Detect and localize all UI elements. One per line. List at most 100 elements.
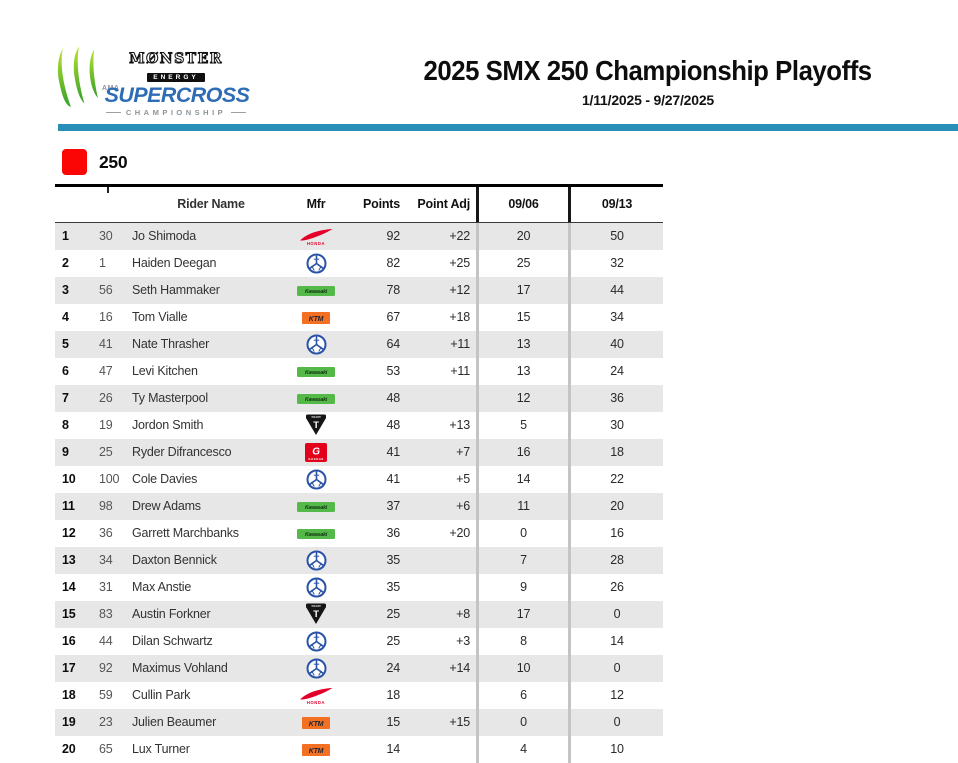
- table-row: 20 65 Lux Turner KTM 14 4 10: [55, 736, 663, 763]
- round2-points-cell: 32: [610, 256, 624, 270]
- header-point-adj: Point Adj: [417, 197, 470, 211]
- rider-name-cell: Daxton Bennick: [132, 553, 217, 567]
- yamaha-logo-icon: [306, 253, 326, 274]
- column-divider: [568, 655, 571, 682]
- table-row: 4 16 Tom Vialle KTM 67 +18 15 34: [55, 304, 663, 331]
- header-rider-name: Rider Name: [177, 197, 245, 211]
- round1-points-cell: 20: [516, 229, 531, 243]
- column-divider: [568, 358, 571, 385]
- column-divider: [476, 655, 479, 682]
- svg-text:Kawasaki: Kawasaki: [305, 370, 328, 376]
- round1-points-cell: 12: [516, 391, 531, 405]
- points-cell: 18: [386, 688, 400, 702]
- position-cell: 19: [62, 715, 76, 729]
- rider-name-cell: Jo Shimoda: [132, 229, 197, 243]
- column-divider: [476, 439, 479, 466]
- round2-points-cell: 26: [610, 580, 624, 594]
- mfr-cell: G GASGAS: [290, 439, 342, 466]
- header-mfr: Mfr: [306, 197, 326, 211]
- svg-text:TRIUMPH: TRIUMPH: [311, 416, 321, 419]
- svg-text:G: G: [312, 447, 320, 458]
- svg-text:GASGAS: GASGAS: [308, 457, 323, 461]
- rider-name-cell: Max Anstie: [132, 580, 192, 594]
- points-cell: 25: [386, 634, 400, 648]
- points-cell: 64: [386, 337, 400, 351]
- point-adj-cell: +12: [449, 283, 470, 297]
- rider-name-cell: Haiden Deegan: [132, 256, 217, 270]
- header-rider-number: [95, 187, 132, 222]
- rider-number-cell: 1: [99, 256, 106, 270]
- point-adj-cell: +13: [449, 418, 470, 432]
- mfr-cell: [290, 466, 342, 493]
- column-divider: [568, 574, 571, 601]
- yamaha-logo-icon: [306, 658, 326, 679]
- table-row: 15 83 Austin Forkner TRIUMPH T 25 +8 17 0: [55, 601, 663, 628]
- point-adj-cell: +5: [456, 472, 470, 486]
- position-cell: 7: [62, 391, 69, 405]
- round1-points-cell: 17: [516, 607, 531, 621]
- mfr-cell: HONDA: [290, 682, 342, 709]
- position-cell: 2: [62, 256, 69, 270]
- point-adj-cell: +15: [449, 715, 470, 729]
- rider-name-cell: Dilan Schwartz: [132, 634, 213, 648]
- mfr-cell: [290, 331, 342, 358]
- rider-name-cell: Seth Hammaker: [132, 283, 220, 297]
- svg-text:Kawasaki: Kawasaki: [305, 289, 328, 295]
- mfr-cell: [290, 547, 342, 574]
- svg-text:KTM: KTM: [309, 315, 324, 322]
- table-row: 2 1 Haiden Deegan 82 +25 25 32: [55, 250, 663, 277]
- column-divider: [568, 601, 571, 628]
- position-cell: 12: [62, 526, 76, 540]
- energy-wordmark: ENERGY: [147, 72, 205, 82]
- yamaha-logo-icon: [306, 334, 326, 355]
- position-cell: 13: [62, 553, 76, 567]
- points-cell: 82: [386, 256, 400, 270]
- header-position: [55, 187, 95, 222]
- dash-left: [106, 112, 121, 113]
- column-divider: [476, 520, 479, 547]
- position-cell: 9: [62, 445, 69, 459]
- rider-name-cell: Jordon Smith: [132, 418, 204, 432]
- round2-points-cell: 20: [610, 499, 624, 513]
- column-divider: [568, 682, 571, 709]
- rider-number-cell: 56: [99, 283, 113, 297]
- position-cell: 17: [62, 661, 76, 675]
- position-cell: 14: [62, 580, 76, 594]
- point-adj-cell: +18: [449, 310, 470, 324]
- column-divider: [568, 250, 571, 277]
- mfr-cell: Kawasaki: [290, 385, 342, 412]
- points-cell: 14: [386, 742, 400, 756]
- round2-points-cell: 10: [610, 742, 624, 756]
- rider-number-cell: 19: [99, 418, 113, 432]
- column-divider: [568, 187, 571, 222]
- point-adj-cell: +11: [450, 364, 470, 378]
- rider-number-cell: 26: [99, 391, 113, 405]
- round1-points-cell: 5: [520, 418, 527, 432]
- column-divider: [568, 520, 571, 547]
- point-adj-cell: +22: [449, 229, 470, 243]
- column-divider: [476, 223, 479, 250]
- table-row: 9 25 Ryder Difrancesco G GASGAS 41 +7 16 18: [55, 439, 663, 466]
- table-header-row: Rider Name Mfr Points Point Adj 09/06 09…: [55, 187, 663, 223]
- kawasaki-logo-icon: Kawasaki: [297, 366, 335, 377]
- points-cell: 15: [386, 715, 400, 729]
- table-row: 17 92 Maximus Vohland 24 +14 10 0: [55, 655, 663, 682]
- points-cell: 37: [386, 499, 400, 513]
- round2-points-cell: 28: [610, 553, 624, 567]
- point-adj-cell: +20: [449, 526, 470, 540]
- column-divider: [476, 250, 479, 277]
- rider-number-cell: 92: [99, 661, 113, 675]
- rider-number-cell: 59: [99, 688, 113, 702]
- point-adj-cell: [406, 574, 476, 601]
- table-row: 14 31 Max Anstie 35 9 26: [55, 574, 663, 601]
- table-row: 13 34 Daxton Bennick 35 7 28: [55, 547, 663, 574]
- position-cell: 1: [62, 229, 69, 243]
- rider-number-cell: 83: [99, 607, 113, 621]
- position-cell: 8: [62, 418, 69, 432]
- column-divider: [476, 466, 479, 493]
- series-logo: MØNSTER ENERGY AMA SUPERCROSS CHAMPIONSH…: [50, 44, 250, 120]
- rider-name-cell: Garrett Marchbanks: [132, 526, 239, 540]
- rider-name-cell: Tom Vialle: [132, 310, 188, 324]
- kawasaki-logo-icon: Kawasaki: [297, 285, 335, 296]
